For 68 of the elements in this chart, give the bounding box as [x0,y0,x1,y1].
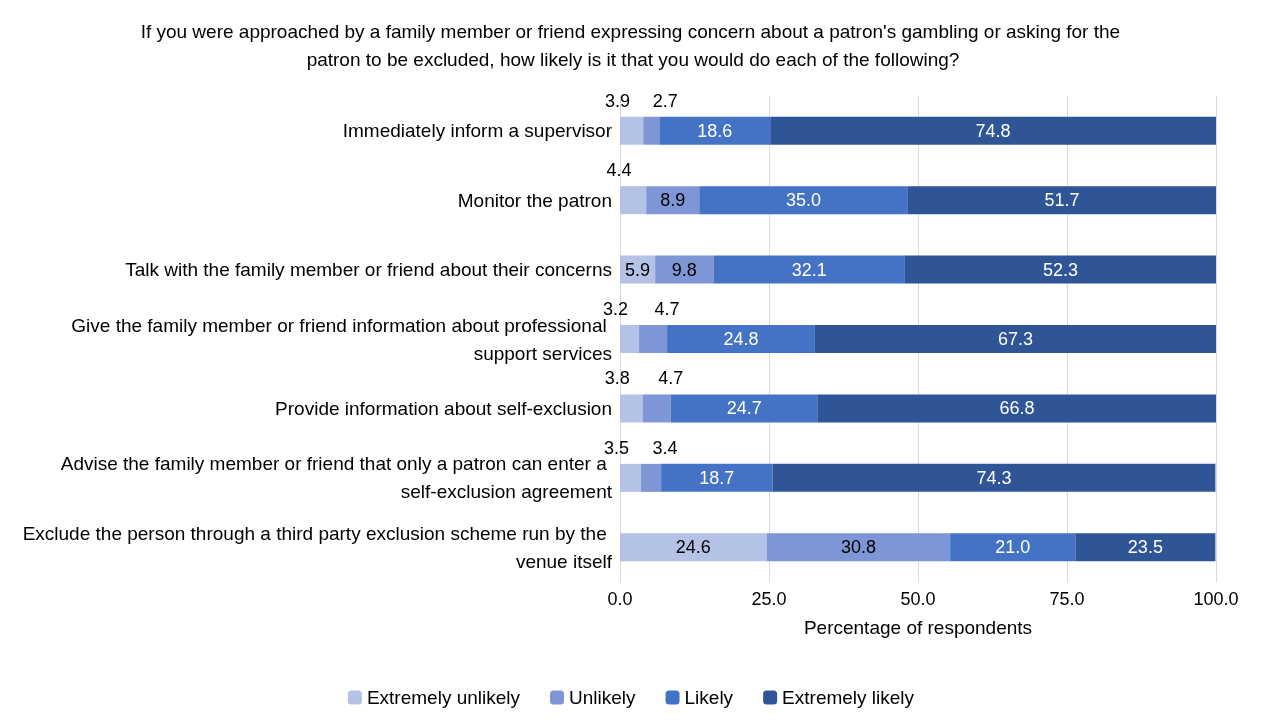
y-tick-label: Monitor the patron [457,189,612,211]
data-label: 4.7 [654,299,680,319]
data-label: 4.7 [658,368,684,389]
x-tick-label: 50.0 [900,589,936,609]
bar [620,533,767,562]
y-tick-label: Provide information about self-exclusion [275,397,612,419]
bar [670,394,818,423]
bar [817,394,1216,423]
bar [766,533,951,562]
x-tick-label: 100.0 [1193,589,1239,609]
bar [620,394,643,423]
bar [904,255,1216,284]
bar [699,186,908,215]
y-tick-label: Exclude the person through a third party exclusion scheme run by the venue itself [22,522,613,572]
y-tick-label: Immediately inform a supervisor [342,120,613,142]
bar [639,325,668,353]
bar [713,255,905,284]
data-label: 3.4 [652,437,678,458]
data-label: 66.8 [999,398,1035,419]
bar [667,325,815,353]
data-label: 18.7 [699,467,735,488]
x-tick-label: 0.0 [607,589,633,609]
bar [620,186,647,215]
data-label: 5.9 [625,259,651,280]
bar [620,463,641,492]
data-label: 74.8 [975,120,1011,141]
data-label: 24.6 [675,537,711,558]
x-tick-label: 25.0 [751,589,787,609]
chart-title: If you were approached by a family member or friend expressing concern about a patron's gambling or asking for the patron to be excluded, how likely is it that you would do each of the following? [140,20,1126,70]
data-label: 32.1 [791,259,827,280]
legend-label: Extremely likely [782,687,915,708]
bar [643,116,660,145]
y-tick-label: Talk with the family member or friend about their concerns [125,259,612,281]
x-axis-title: Percentage of respondents [803,617,1033,638]
data-label: 23.5 [1127,537,1163,558]
bar [907,186,1216,215]
data-label: 3.9 [605,90,631,111]
bar [659,116,771,145]
data-label: 4.4 [606,160,632,181]
data-label: 67.3 [997,329,1033,349]
data-label: 2.7 [652,90,678,111]
data-label: 9.8 [671,259,697,280]
data-label: 24.7 [726,398,762,419]
legend-label: Unlikely [569,687,637,708]
bar [770,116,1216,145]
data-label: 3.8 [604,368,630,389]
data-label: 18.6 [697,120,733,141]
legend-label: Extremely unlikely [366,687,521,708]
data-label: 21.0 [995,537,1031,558]
bar [1075,533,1216,562]
bar [640,463,662,492]
data-label: 8.9 [660,190,686,211]
bar [620,325,640,353]
data-label: 74.3 [976,467,1012,488]
bar [620,116,644,145]
legend-label: Likely [684,687,734,708]
bar [772,463,1216,492]
data-label: 51.7 [1044,190,1080,211]
data-label: 24.8 [723,329,759,349]
data-label: 35.0 [786,190,822,211]
bar [655,255,714,284]
bar [950,533,1076,562]
bar [814,325,1216,353]
data-label: 30.8 [840,537,876,558]
data-label: 52.3 [1042,259,1078,280]
bar [642,394,671,423]
bar [661,463,773,492]
x-tick-label: 75.0 [1049,589,1085,609]
